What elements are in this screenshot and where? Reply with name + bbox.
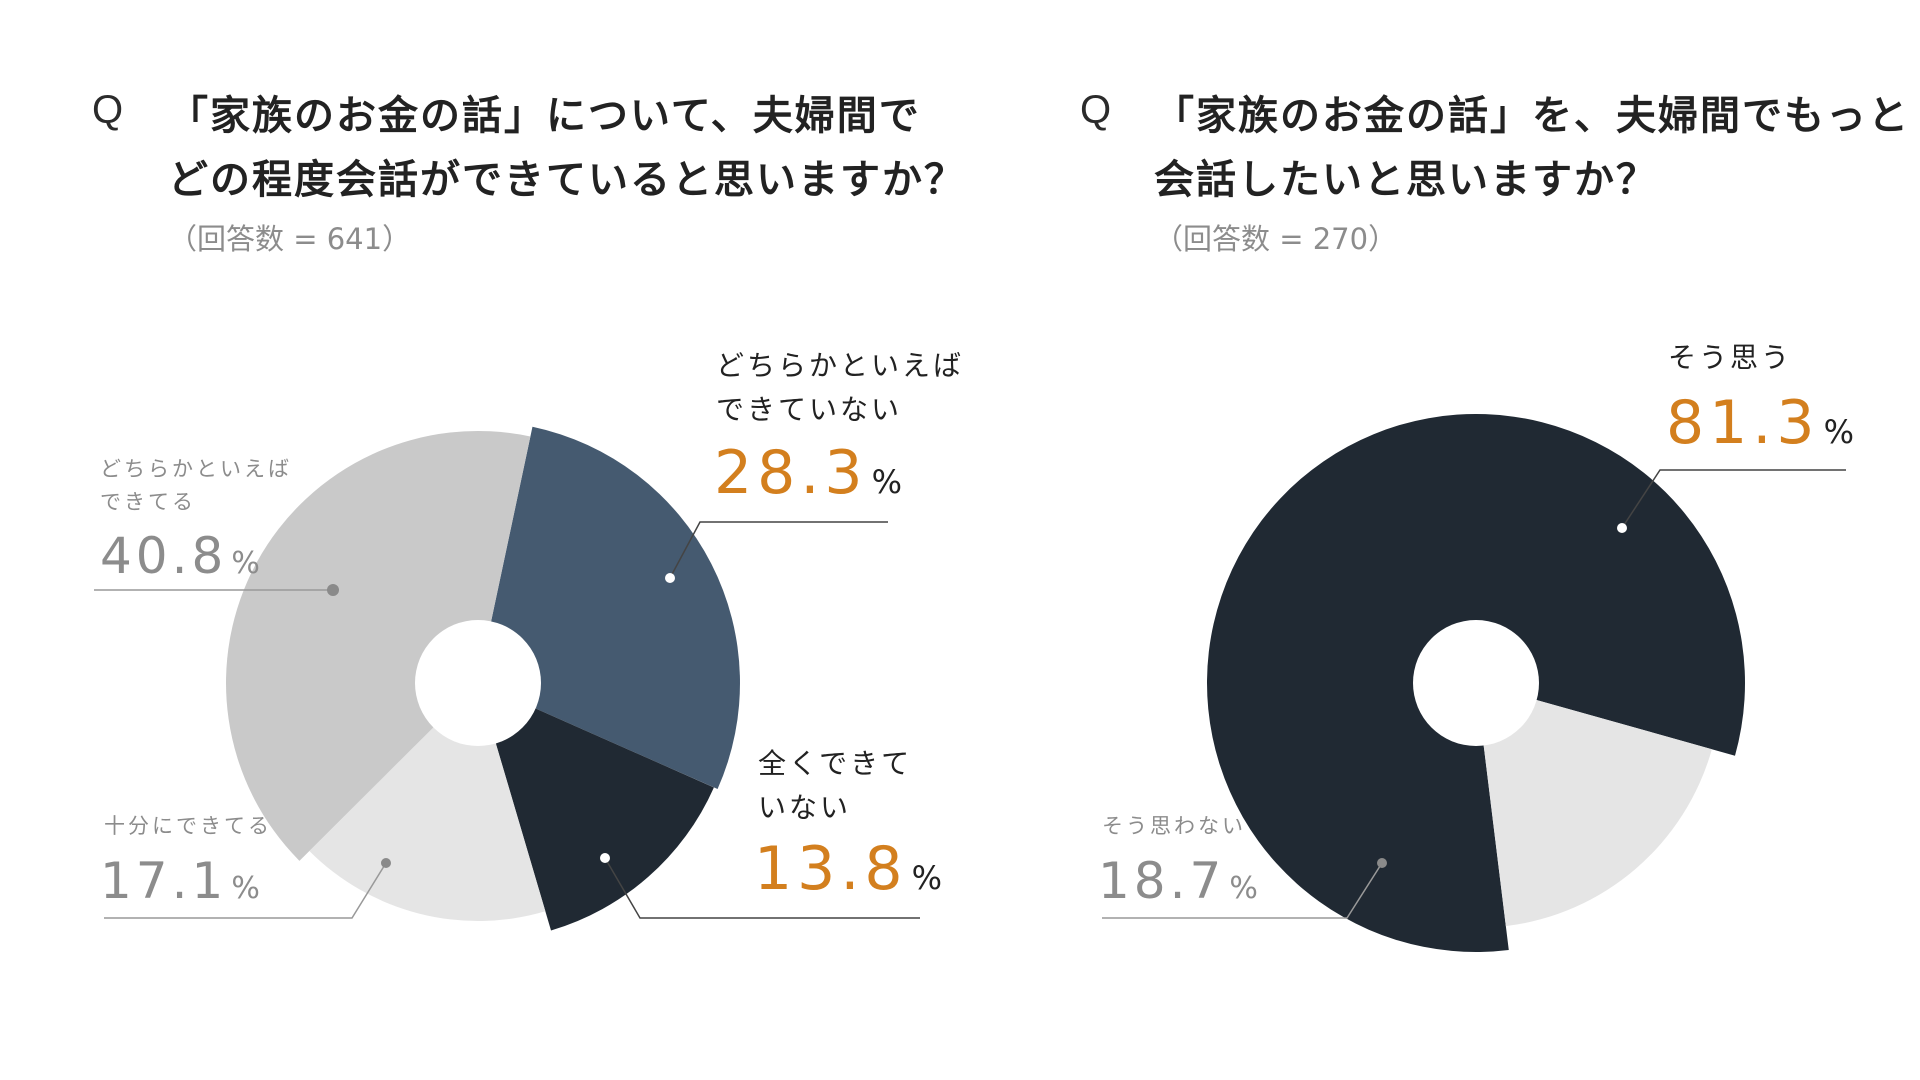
slice-1-category-line-1: そう思わない [1102,814,1246,838]
respondent-count: （回答数 = 641） [168,222,412,256]
slice-2-unit: % [231,871,260,906]
slice-0-category-line-1: どちらかといえば [716,349,965,382]
pie-slice-1 [1476,683,1712,927]
donut-hole [1413,620,1539,746]
slice-0-percent: 81.3% [1666,388,1854,458]
slice-1-value: 18.7 [1098,852,1226,910]
question-mark: Q [92,88,124,132]
slice-1-unit: % [1229,871,1258,906]
slice-0-value: 81.3 [1666,388,1820,458]
leader-dot-slice-3 [327,584,339,596]
question-title: 「家族のお金の話」について、夫婦間で どの程度会話ができていると思いますか？ [168,84,966,212]
slice-1-percent: 18.7% [1098,852,1258,910]
leader-line-slice-0 [1621,469,1846,529]
question-title-line-2: 会話したいと思いますか？ [1154,157,1658,203]
slice-2-category-line-1: 十分にできてる [104,814,272,838]
slice-3-unit: % [231,546,260,581]
question-title-line-1: 「家族のお金の話」について、夫婦間で [168,93,921,139]
slice-0-category-line-2: できていない [716,393,903,426]
slice-label-3: どちらかといえば できてる [100,453,292,519]
slice-label-0: そう思う [1668,336,1792,380]
left-chart-panel: Q 「家族のお金の話」について、夫婦間で どの程度会話ができていると思いますか？… [92,88,964,931]
leader-line-slice-1 [1102,862,1383,919]
slice-1-category-line-2: いない [758,791,852,824]
slice-3-category-line-1: どちらかといえば [100,457,292,481]
question-title: 「家族のお金の話」を、夫婦間でもっと 会話したいと思いますか？ [1154,84,1910,212]
pie-slice-3 [226,431,531,861]
slice-0-unit: % [1823,413,1854,451]
slice-0-percent: 28.3% [714,438,902,508]
donut-hole [415,620,541,746]
leader-line-slice-1 [604,857,920,919]
slice-0-value: 28.3 [714,438,868,508]
pie-slice-1 [478,683,714,931]
pie-slice-0 [478,426,740,790]
leader-dot-slice-2 [381,858,391,868]
slice-1-percent: 13.8% [754,834,942,904]
leader-line-slice-0 [669,521,888,579]
leader-dot-slice-0 [1617,523,1627,533]
slice-2-value: 17.1 [100,852,228,910]
slice-3-value: 40.8 [100,527,228,585]
slice-3-category-line-2: できてる [100,490,196,514]
leader-dot-slice-1 [600,853,610,863]
slice-2-percent: 17.1% [100,852,260,910]
slice-1-category-line-1: 全くできて [758,747,913,780]
question-mark: Q [1080,88,1112,132]
slice-label-1: そう思わない [1102,810,1246,843]
question-title-line-1: 「家族のお金の話」を、夫婦間でもっと [1154,93,1910,139]
slice-label-1: 全くできて いない [758,742,912,830]
slice-3-percent: 40.8% [100,527,260,585]
respondent-count: （回答数 = 270） [1154,222,1398,256]
question-title-line-2: どの程度会話ができていると思いますか？ [168,157,966,203]
leader-line-slice-2 [104,862,387,919]
leader-dot-slice-0 [665,573,675,583]
pie-chart [1102,413,1846,952]
slice-0-unit: % [871,463,902,501]
pie-chart [94,426,920,931]
right-chart-panel: Q 「家族のお金の話」を、夫婦間でもっと 会話したいと思いますか？ （回答数 =… [960,0,1920,1080]
slice-0-category-line-1: そう思う [1668,341,1793,374]
slice-label-2: 十分にできてる [104,810,272,843]
slice-1-value: 13.8 [754,834,908,904]
leader-dot-slice-1 [1377,858,1387,868]
slice-label-0: どちらかといえば できていない [716,344,964,432]
slice-1-unit: % [911,859,942,897]
